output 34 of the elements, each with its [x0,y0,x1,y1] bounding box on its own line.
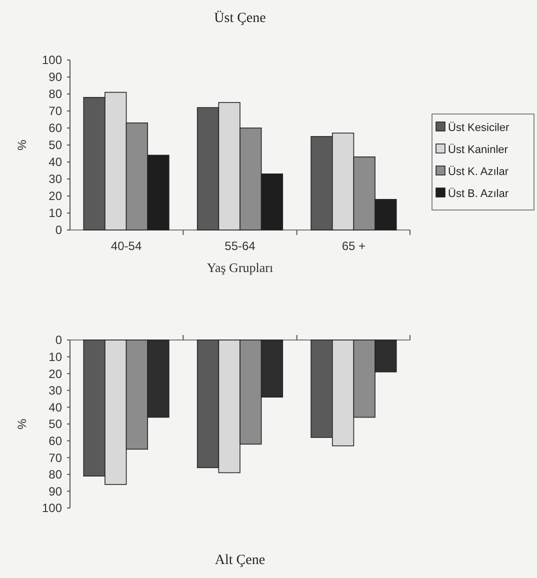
legend-label: Üst Kesiciler [448,120,510,134]
legend-label: Üst B. Azılar [448,186,509,200]
y-tick-label: 70 [48,104,62,118]
y-tick-label: 90 [48,70,62,84]
legend-label: Üst Kaninler [448,142,508,156]
y-tick-label: 100 [42,53,62,68]
chart-title: Üst Çene [214,10,266,26]
y-tick-label: 30 [48,384,62,398]
text: Alt Çene [214,553,266,568]
y-tick-label: 90 [48,484,62,498]
y-tick-label: 0 [55,223,62,238]
y-tick-label: 100 [42,501,62,516]
y-tick-label: 0 [55,333,62,348]
x-tick-label: 55-64 [224,239,256,253]
y-tick-label: 50 [48,417,62,432]
y-tick-label: 50 [48,138,62,152]
y-tick-label: 80 [48,87,62,102]
x-tick-label: 40-54 [110,239,142,253]
y-tick-label: 10 [48,350,62,364]
y-axis-title: % [15,418,29,430]
y-axis-title: % [15,139,29,150]
y-tick-label: 60 [48,434,62,448]
y-tick-label: 20 [48,366,62,381]
x-tick-label: 65 + [342,239,366,253]
y-tick-label: 20 [48,189,62,204]
y-tick-label: 10 [48,206,62,220]
y-tick-label: 70 [48,450,62,465]
legend-label: Üst K. Azılar [448,164,509,178]
y-tick-label: 40 [48,400,62,414]
x-axis-title: Yaş Grupları [206,260,274,275]
y-tick-label: 80 [48,468,62,482]
y-tick-label: 40 [48,155,62,170]
y-tick-label: 60 [48,121,62,136]
y-tick-label: 30 [48,172,62,186]
